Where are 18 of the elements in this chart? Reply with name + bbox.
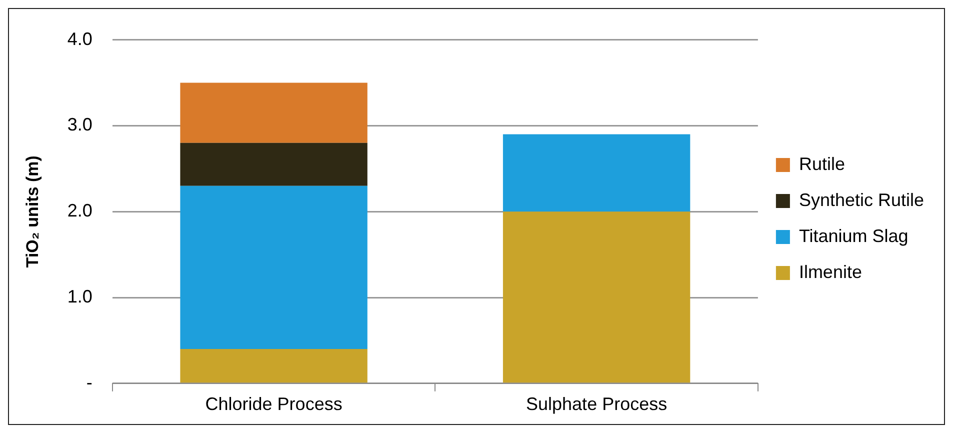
bar [180, 349, 368, 383]
bar [180, 186, 368, 350]
legend-label: Rutile [798, 154, 845, 174]
bar [180, 82, 368, 143]
y-tick-label: 1.0 [67, 286, 92, 306]
y-tick-label: 4.0 [67, 28, 92, 49]
x-tick-label: Chloride Process [205, 394, 342, 414]
bar [502, 134, 690, 212]
y-axis-title: TiO₂ units (m) [22, 156, 42, 268]
legend-label: Ilmenite [798, 262, 862, 282]
bar [180, 142, 368, 186]
y-tick-label: 2.0 [67, 200, 92, 221]
legend-label: Synthetic Rutile [798, 190, 924, 210]
x-tick-label: Sulphate Process [526, 394, 668, 414]
bar [502, 212, 690, 383]
y-tick-label: - [86, 372, 92, 392]
legend-label: Titanium Slag [798, 226, 908, 246]
y-tick-label: 3.0 [67, 114, 92, 135]
